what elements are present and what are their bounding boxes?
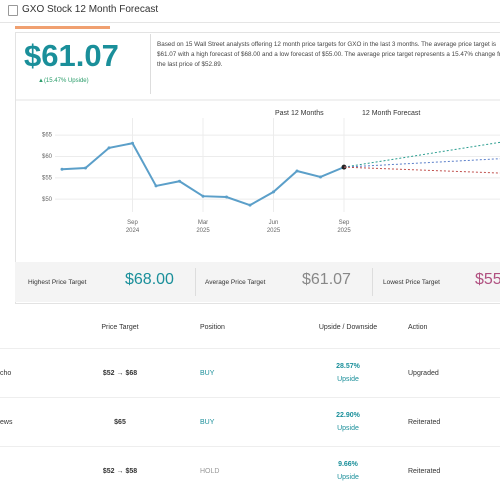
tab-underline: [15, 26, 110, 29]
icon: [8, 5, 18, 16]
legend-item: 12 Month Forecast: [362, 110, 420, 117]
targets-bar: [15, 262, 500, 302]
upside-label: Upside: [337, 425, 359, 432]
table-header: Position: [200, 324, 225, 331]
price-target: $52 → $58: [102, 468, 138, 475]
row-line: [0, 397, 500, 398]
point: [295, 169, 299, 173]
divider: [150, 34, 151, 94]
forecast-line: [343, 158, 500, 168]
table-header: Upside / Downside: [318, 324, 378, 331]
point: [107, 146, 111, 150]
x-tick-label: Mar 2025: [196, 220, 210, 234]
avg-price: $61.07: [24, 38, 119, 73]
analyst: ews: [0, 419, 13, 426]
table-header: Price Target: [101, 324, 139, 331]
point: [154, 184, 158, 188]
point: [131, 141, 134, 145]
action: Reiterated: [408, 419, 441, 426]
target-label: Lowest Price Target: [383, 279, 440, 286]
upside-label: Upside: [337, 376, 359, 383]
upside-value: 22.90%: [336, 412, 360, 419]
title-bar: [0, 0, 500, 23]
point: [248, 203, 252, 207]
point: [225, 195, 228, 199]
separator: [195, 268, 196, 296]
x-tick-label: Sep 2025: [337, 220, 351, 234]
price-target: $52 → $68: [102, 370, 138, 377]
legend-item: Past 12 Months: [275, 110, 324, 117]
upside-label: Upside: [337, 474, 359, 481]
point: [201, 194, 205, 198]
target-value: $55.00: [475, 271, 500, 288]
upside-value: 28.57%: [336, 363, 360, 370]
position: BUY: [200, 370, 215, 377]
point: [60, 167, 64, 171]
target-value: $61.07: [302, 271, 351, 288]
point: [84, 166, 87, 170]
action: Reiterated: [408, 468, 441, 475]
point: [272, 190, 275, 194]
row-line: [0, 348, 500, 349]
separator: [372, 268, 373, 296]
analyst: cho: [0, 370, 12, 377]
row-line: [0, 446, 500, 447]
position: HOLD: [200, 468, 220, 475]
point: [319, 175, 322, 179]
target-label: Highest Price Target: [28, 279, 87, 286]
y-tick-label: $65: [42, 133, 53, 139]
point: [178, 179, 181, 183]
action: Upgraded: [408, 370, 439, 377]
target-value: $68.00: [125, 271, 174, 288]
summary-text: Based on 15 Wall Street analysts offerin…: [157, 41, 500, 68]
x-tick-label: Jun 2025: [266, 220, 281, 234]
upside-value: 9.66%: [338, 461, 358, 468]
page-title: GXO Stock 12 Month Forecast: [22, 4, 159, 15]
table-header: Action: [408, 324, 428, 331]
position: BUY: [200, 419, 215, 426]
target-label: Average Price Target: [205, 279, 266, 286]
price-target: $65: [114, 419, 126, 426]
chart: Past 12 Months 12 Month Forecast $65 $60 $…: [15, 99, 500, 212]
upside: ▲(15.47% Upside): [38, 78, 89, 84]
card: [15, 32, 500, 304]
x-tick-label: Sep 2024: [125, 220, 140, 234]
y-tick-label: $55: [42, 175, 53, 181]
y-tick-label: $60: [42, 154, 53, 160]
y-tick-label: $50: [42, 197, 53, 203]
forecast-line: [343, 166, 500, 174]
